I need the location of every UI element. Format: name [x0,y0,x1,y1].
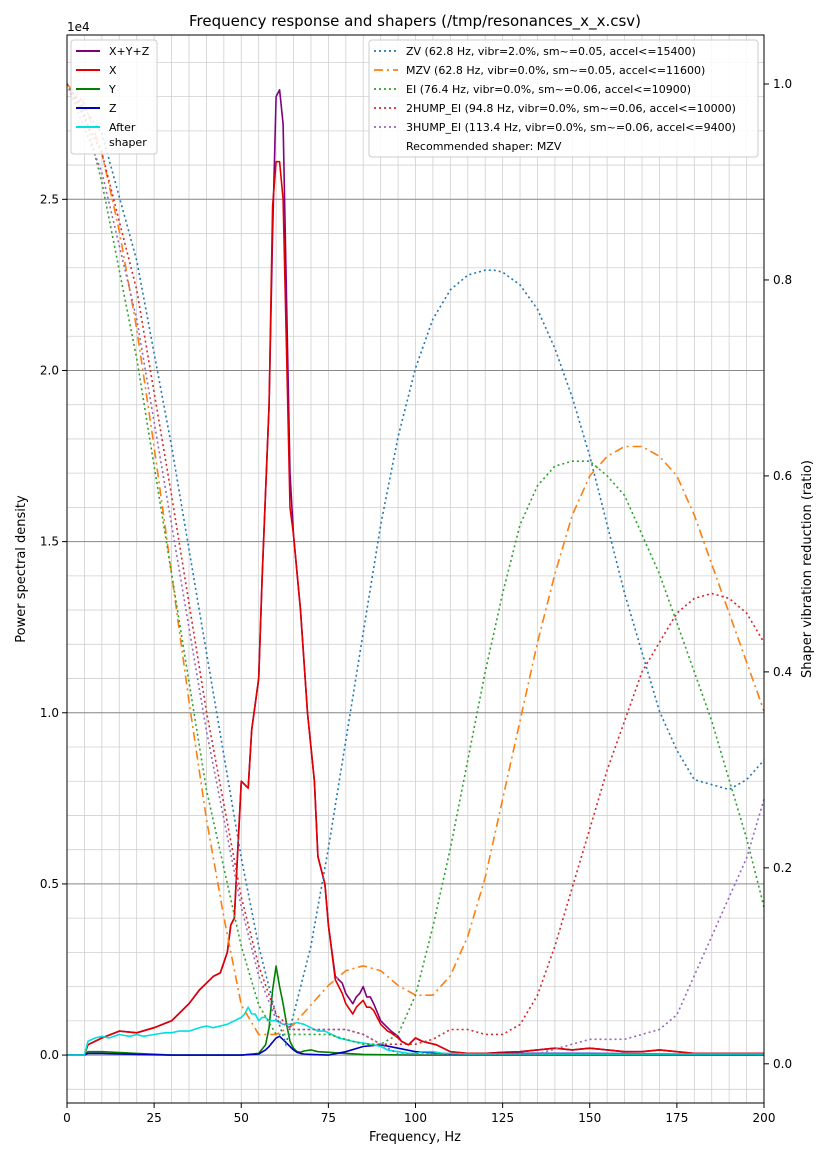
shaper-series-line [66,83,765,1045]
psd-legend-label: X+Y+Z [109,45,150,58]
y-tick-label: 2.5 [40,192,59,206]
grid [66,35,765,1103]
psd-series-line [67,160,764,1056]
y2-axis-label: Shaper vibration reduction (ratio) [800,460,815,678]
shaper-series-line [66,83,765,1055]
psd-legend: X+Y+Z XYZ After shaper [70,39,158,155]
chart-title: Frequency response and shapers (/tmp/res… [189,12,641,31]
y2-tick-label: 0.2 [773,861,792,875]
shaper-legend-box [368,39,759,158]
shaper-legend-label: 2HUMP_EI (94.8 Hz, vibr=0.0%, sm~=0.06, … [406,102,736,115]
psd-series-line [67,1006,764,1056]
psd-legend-label-line: Z [109,102,117,115]
psd-legend-label-line: shaper [109,136,147,149]
x-axis-label: Frequency, Hz [369,1130,461,1145]
x-tick-label: 200 [753,1111,776,1125]
y-tick-label: 1.0 [40,706,59,720]
y2-tick-label: 0.6 [773,469,792,483]
psd-lines [67,89,764,1056]
x-tick-label: 100 [404,1111,427,1125]
x-tick-label: 75 [321,1111,336,1125]
recommended-shaper-note: Recommended shaper: MZV [406,140,562,153]
shaper-legend-label: ZV (62.8 Hz, vibr=2.0%, sm~=0.05, accel<… [406,45,696,58]
psd-legend-label-line: After [109,121,136,134]
psd-legend-label: After shaper [109,121,147,149]
x-tick-label: 175 [665,1111,688,1125]
psd-legend-box [70,39,158,155]
y2-tick-label: 1.0 [773,77,792,91]
axes: 0 25 50 75 100 125 150 175 200 0.0 0.5 1.0 1.5 2.0 2.5… [40,77,792,1125]
x-tick-label: 25 [146,1111,161,1125]
shaper-series-line [66,83,765,1036]
shaper-lines [66,83,765,1055]
x-tick-label: 150 [578,1111,601,1125]
y-offset-text: 1e4 [67,20,90,34]
shaper-legend-label: 3HUMP_EI (113.4 Hz, vibr=0.0%, sm~=0.06,… [406,121,736,134]
y2-tick-label: 0.0 [773,1057,792,1071]
y-tick-label: 0.5 [40,877,59,891]
y-tick-label: 0.0 [40,1048,59,1062]
psd-legend-label-line: Y [108,83,116,96]
y-tick-label: 1.5 [40,535,59,549]
psd-legend-label-line: X+Y+Z [109,45,150,58]
psd-series-line [67,1035,764,1056]
shaper-series-line [66,83,765,1048]
psd-legend-label: X [109,64,117,77]
shaper-series-line [66,83,765,1045]
y-tick-label: 2.0 [40,363,59,377]
x-tick-label: 50 [234,1111,249,1125]
psd-legend-label: Z [109,102,117,115]
y-axis-label: Power spectral density [14,495,29,643]
y2-tick-label: 0.4 [773,665,792,679]
x-tick-label: 125 [491,1111,514,1125]
psd-legend-label: Y [108,83,116,96]
shaper-legend-label: EI (76.4 Hz, vibr=0.0%, sm~=0.06, accel<… [406,83,691,96]
shaper-legend: ZV (62.8 Hz, vibr=2.0%, sm~=0.05, accel<… [368,39,759,158]
y2-tick-label: 0.8 [773,273,792,287]
psd-legend-label-line: X [109,64,117,77]
x-tick-label: 0 [63,1111,71,1125]
shaper-legend-label: MZV (62.8 Hz, vibr=0.0%, sm~=0.05, accel… [406,64,705,77]
